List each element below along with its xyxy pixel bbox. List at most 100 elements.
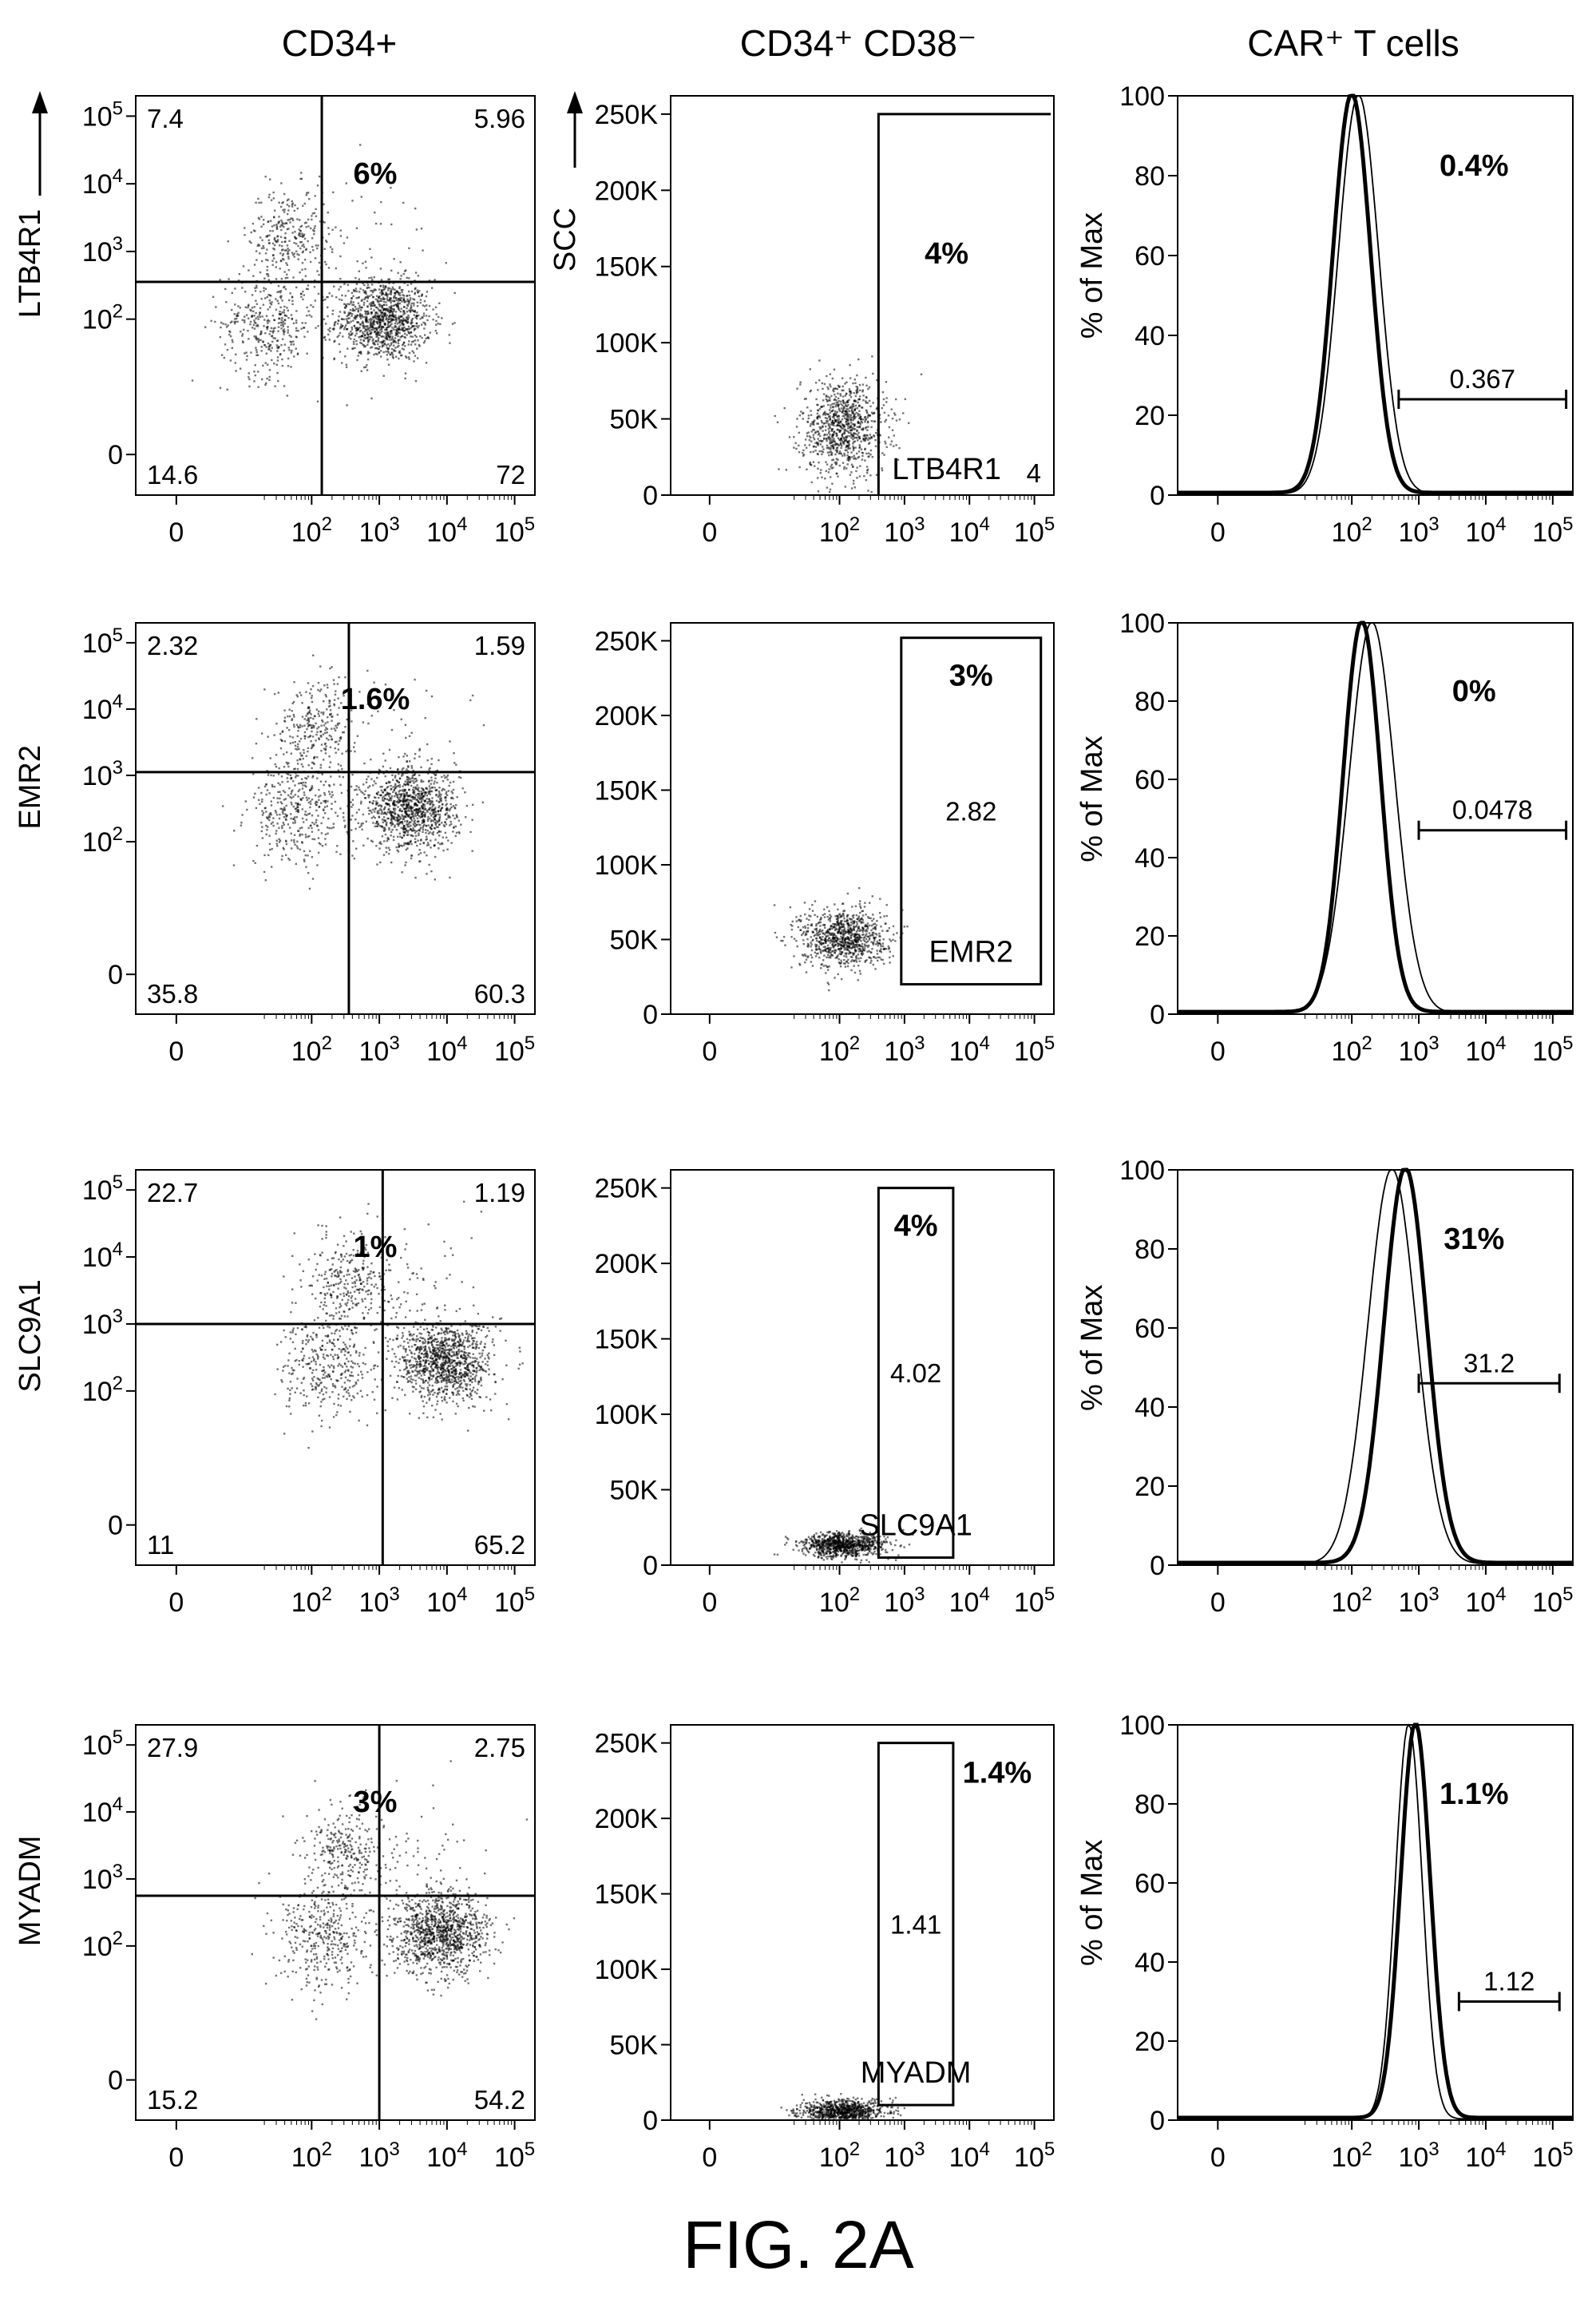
scatter-point bbox=[437, 315, 440, 319]
scatter-point bbox=[829, 426, 831, 428]
scatter-point bbox=[826, 440, 828, 442]
scatter-point bbox=[406, 295, 409, 297]
scatter-point bbox=[270, 804, 273, 807]
scatter-point bbox=[826, 375, 828, 378]
scatter-point bbox=[412, 779, 414, 783]
scatter-point bbox=[830, 446, 832, 449]
scatter-point bbox=[294, 794, 297, 796]
scatter-point bbox=[274, 337, 276, 339]
scatter-point bbox=[294, 231, 296, 233]
scatter-point bbox=[406, 322, 409, 324]
scatter-point bbox=[323, 806, 327, 808]
scatter-point bbox=[368, 295, 371, 298]
scatter-point bbox=[275, 298, 277, 300]
scatter-point bbox=[306, 315, 308, 317]
scatter-point bbox=[796, 418, 798, 420]
scatter-point bbox=[394, 331, 398, 334]
scatter-point bbox=[401, 836, 403, 839]
scatter-point bbox=[400, 329, 402, 331]
scatter-point bbox=[810, 463, 812, 466]
scatter-point bbox=[313, 757, 315, 759]
scatter-point bbox=[282, 812, 284, 815]
scatter-point bbox=[402, 294, 404, 296]
scatter-point bbox=[837, 404, 839, 407]
scatter-point bbox=[834, 395, 838, 398]
scatter-point bbox=[855, 458, 857, 460]
scatter-point bbox=[418, 755, 421, 758]
scatter-point bbox=[885, 397, 888, 399]
scatter-point bbox=[283, 311, 286, 314]
scatter-point bbox=[438, 830, 441, 833]
scatter-point bbox=[822, 412, 826, 414]
scatter-point bbox=[373, 320, 376, 323]
scatter-point bbox=[850, 471, 853, 474]
scatter-point bbox=[412, 826, 414, 830]
scatter-point bbox=[370, 324, 372, 327]
scatter-point bbox=[429, 831, 431, 834]
scatter-point bbox=[284, 854, 287, 856]
scatter-point bbox=[324, 742, 327, 745]
scatter-point bbox=[262, 219, 265, 221]
scatter-point bbox=[378, 810, 380, 812]
scatter-point bbox=[327, 227, 330, 229]
scatter-point bbox=[272, 817, 275, 819]
scatter-point bbox=[372, 784, 374, 787]
scatter-point bbox=[846, 405, 849, 408]
scatter-point bbox=[387, 287, 390, 289]
scatter-point bbox=[863, 438, 865, 441]
scatter-point bbox=[348, 317, 350, 319]
scatter-point bbox=[432, 820, 435, 822]
scatter-point bbox=[826, 386, 829, 389]
scatter-point bbox=[275, 754, 278, 756]
scatter-point bbox=[281, 316, 283, 319]
scatter-point bbox=[446, 803, 448, 805]
scatter-point bbox=[339, 298, 341, 301]
scatter-point bbox=[853, 432, 855, 434]
scatter-point bbox=[381, 835, 384, 838]
scatter-point bbox=[334, 693, 337, 696]
scatter-point bbox=[390, 784, 392, 787]
scatter-point bbox=[426, 829, 429, 832]
scatter-point bbox=[267, 275, 270, 277]
scatter-point bbox=[838, 385, 841, 388]
scatter-point bbox=[371, 301, 374, 303]
scatter-point bbox=[857, 439, 859, 442]
scatter-point bbox=[301, 262, 304, 264]
scatter-point bbox=[280, 313, 283, 315]
scatter-point bbox=[291, 296, 294, 299]
scatter-point bbox=[398, 339, 401, 341]
scatter-point bbox=[438, 834, 441, 837]
scatter-point bbox=[279, 321, 282, 324]
scatter-point bbox=[391, 815, 394, 818]
scatter-point bbox=[421, 811, 424, 814]
scatter-point bbox=[272, 247, 275, 250]
scatter-point bbox=[849, 474, 852, 476]
scatter-point bbox=[357, 822, 359, 825]
scatter-point bbox=[829, 476, 832, 478]
scatter-point bbox=[824, 433, 826, 436]
scatter-point bbox=[422, 830, 424, 834]
scatter-point bbox=[335, 320, 337, 323]
scatter-point bbox=[398, 789, 402, 792]
scatter-point bbox=[372, 317, 374, 319]
scatter-point bbox=[440, 800, 442, 803]
scatter-point bbox=[329, 327, 331, 330]
scatter-point bbox=[317, 712, 319, 715]
scatter-point bbox=[368, 319, 370, 321]
scatter-point bbox=[864, 438, 867, 441]
scatter-point bbox=[248, 303, 250, 306]
scatter-point bbox=[248, 378, 251, 381]
scatter-point bbox=[311, 724, 314, 727]
scatter-point bbox=[412, 798, 414, 800]
scatter-point bbox=[862, 394, 865, 397]
scatter-point bbox=[376, 863, 378, 866]
scatter-point bbox=[290, 839, 293, 842]
scatter-point bbox=[822, 393, 826, 395]
scatter-point bbox=[387, 852, 390, 855]
scatter-point bbox=[840, 443, 842, 446]
scatter-point bbox=[295, 347, 297, 350]
scatter-point bbox=[308, 712, 311, 714]
scatter-point bbox=[426, 818, 430, 821]
scatter-point bbox=[229, 335, 232, 338]
